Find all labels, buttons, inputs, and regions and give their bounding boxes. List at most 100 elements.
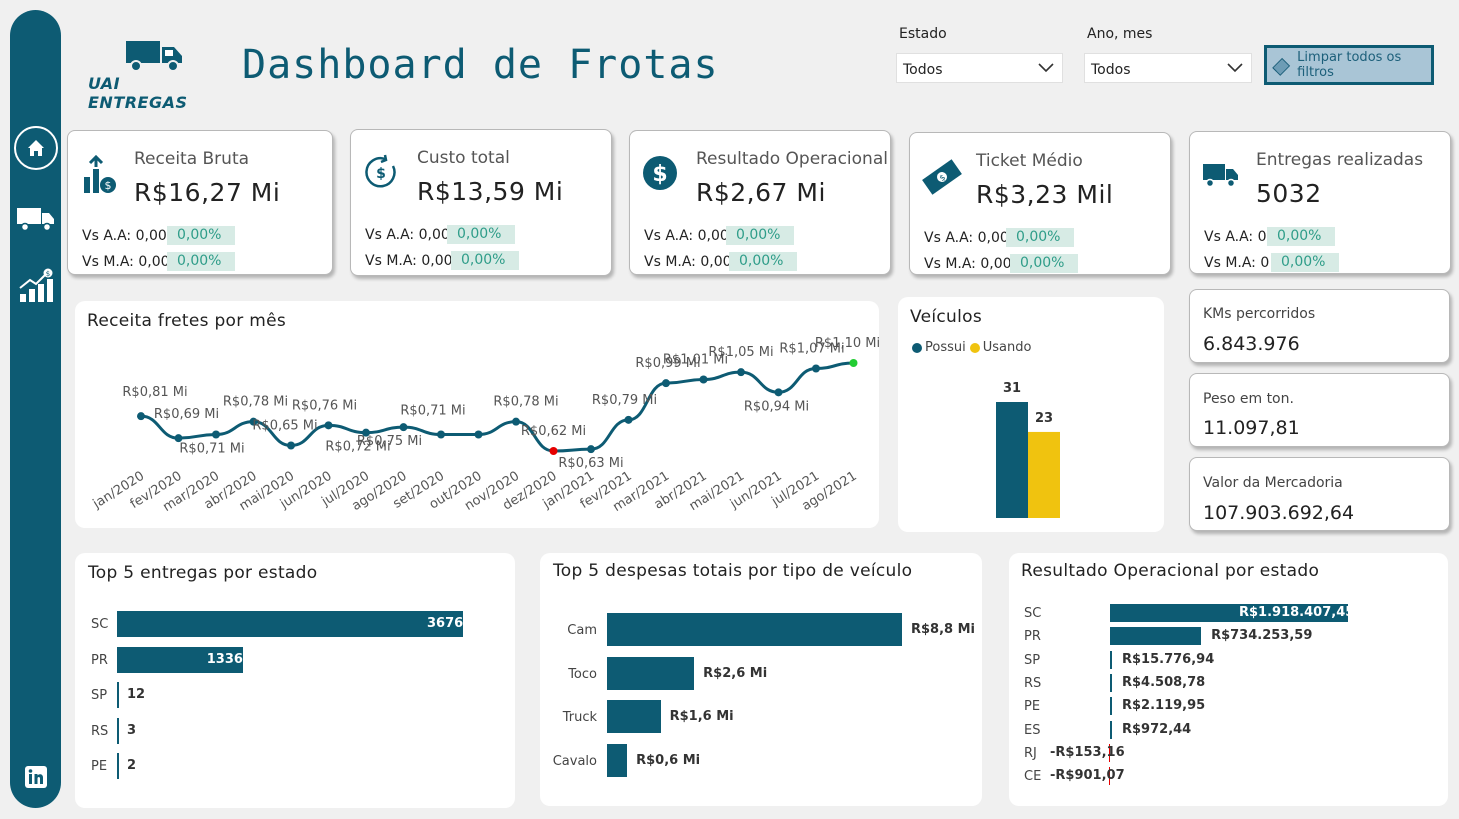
- line-point[interactable]: [287, 442, 295, 450]
- linkedin-icon[interactable]: [25, 766, 47, 792]
- line-point[interactable]: [400, 423, 408, 431]
- filter-estado-label: Estado: [899, 26, 947, 42]
- bar-value-label: R$1,6 Mi: [670, 709, 734, 724]
- data-label: R$1,10 Mi: [815, 336, 879, 351]
- kpi-card-custo: $ Custo total R$13,59 Mi Vs A.A: 0,00 0,…: [350, 129, 612, 276]
- line-point[interactable]: [325, 421, 333, 429]
- line-point[interactable]: [625, 416, 633, 424]
- side-kpi-value: 6.843.976: [1203, 333, 1300, 355]
- clear-filters-button[interactable]: Limpar todos os filtros: [1264, 45, 1434, 85]
- svg-text:$: $: [652, 162, 667, 187]
- line-point[interactable]: [812, 365, 820, 373]
- kpi-ma-label: Vs M.A: 0,00: [924, 256, 1012, 272]
- bar[interactable]: [1110, 627, 1201, 645]
- line-point[interactable]: [700, 376, 708, 384]
- bar-value-label: R$4.508,78: [1122, 675, 1205, 690]
- data-label: R$0,62 Mi: [521, 424, 586, 439]
- kpi-card-ticket: $ Ticket Médio R$3,23 Mil Vs A.A: 0,00 0…: [909, 132, 1171, 275]
- bar[interactable]: [1110, 697, 1112, 715]
- line-point[interactable]: [737, 368, 745, 376]
- page-title: Dashboard de Frotas: [242, 42, 719, 88]
- filter-estado-value: Todos: [903, 62, 942, 78]
- bar-value-label: R$1.918.407,45: [1239, 605, 1354, 620]
- bar-value-label: R$734.253,59: [1211, 628, 1312, 643]
- line-point[interactable]: [437, 431, 445, 439]
- svg-text:$: $: [376, 166, 386, 182]
- kpi-aa-pct: 0,00%: [167, 226, 235, 245]
- truck-icon[interactable]: [16, 206, 56, 236]
- bar[interactable]: [117, 682, 119, 708]
- bar[interactable]: [607, 744, 627, 777]
- kpi-aa-label: Vs A.A: 0,00: [924, 230, 1009, 246]
- top5-despesas-bars: Cam R$8,8 Mi Toco R$2,6 Mi Truck R$1,6 Mi Cava…: [540, 553, 982, 806]
- category-label: SC: [1024, 606, 1041, 621]
- line-point[interactable]: [512, 418, 520, 426]
- category-label: Toco: [540, 667, 597, 682]
- kpi-ma-label: Vs M.A: 0: [1204, 255, 1269, 271]
- kpi-aa-pct: 0,00%: [1267, 227, 1335, 246]
- top5-entregas-card: Top 5 entregas por estado SC 3676 PR 1336 SP…: [75, 553, 515, 808]
- category-label: Cam: [540, 623, 597, 638]
- category-label: PE: [91, 759, 107, 774]
- truck-icon: [1202, 162, 1240, 188]
- data-label: R$0,78 Mi: [223, 395, 288, 410]
- bar[interactable]: [1110, 651, 1112, 669]
- bar-value-label: 12: [127, 687, 145, 702]
- filter-estado-dropdown[interactable]: Todos: [896, 53, 1063, 83]
- filter-anomes-dropdown[interactable]: Todos: [1084, 53, 1252, 83]
- bar[interactable]: [607, 657, 694, 690]
- data-label: R$0,76 Mi: [292, 398, 357, 413]
- bar[interactable]: [607, 613, 902, 646]
- bar-usando[interactable]: [1028, 432, 1060, 518]
- kpi-aa-label: Vs A.A: 0,00: [644, 228, 729, 244]
- vehicles-bar-chart: 31 23: [898, 297, 1164, 532]
- data-label: R$1,05 Mi: [708, 345, 773, 360]
- filter-anomes-value: Todos: [1091, 62, 1130, 78]
- revenue-line-chart: R$0,81 Mijan/2020R$0,69 Mifev/2020R$0,71…: [75, 301, 879, 528]
- side-kpi-value: 11.097,81: [1203, 417, 1300, 439]
- logo-text: UAI ENTREGAS: [88, 74, 224, 112]
- data-label: R$0,94 Mi: [744, 399, 809, 414]
- bar-possui[interactable]: [996, 402, 1028, 518]
- bar[interactable]: [117, 718, 119, 744]
- data-label: R$0,79 Mi: [592, 393, 657, 408]
- kpi-aa-label: Vs A.A: 0,00: [365, 227, 450, 243]
- eraser-icon: [1271, 54, 1293, 76]
- line-point[interactable]: [137, 412, 145, 420]
- bar[interactable]: [117, 611, 463, 637]
- kpi-value: R$13,59 Mi: [417, 177, 563, 206]
- side-kpi-value: 107.903.692,64: [1203, 502, 1354, 524]
- home-icon[interactable]: [14, 126, 58, 170]
- bar[interactable]: [1110, 674, 1112, 692]
- resultado-estado-bars: SC R$1.918.407,45 PR R$734.253,59 SP R$15.776…: [1009, 553, 1448, 806]
- growth-chart-icon[interactable]: $: [18, 268, 54, 308]
- bar-value-label: -R$901,07: [1050, 768, 1125, 783]
- data-label: R$0,71 Mi: [179, 442, 244, 457]
- revenue-growth-icon: $: [80, 155, 118, 195]
- category-label: Cavalo: [540, 754, 597, 769]
- data-label: R$0,81 Mi: [122, 385, 187, 400]
- dollar-icon: $: [642, 155, 678, 191]
- category-label: SP: [1024, 653, 1040, 668]
- kpi-ma-pct: 0,00%: [1010, 254, 1078, 273]
- line-point[interactable]: [662, 379, 670, 387]
- data-label: R$0,63 Mi: [558, 456, 623, 471]
- kpi-value: R$2,67 Mi: [696, 178, 826, 207]
- data-label: R$0,69 Mi: [154, 407, 219, 422]
- category-label: SP: [91, 688, 107, 703]
- kpi-title: Ticket Médio: [976, 151, 1083, 171]
- kpi-card-resultado: $ Resultado Operacional R$2,67 Mi Vs A.A…: [629, 130, 891, 275]
- bar[interactable]: [607, 700, 661, 733]
- side-kpi-peso: Peso em ton. 11.097,81: [1189, 373, 1450, 447]
- line-point[interactable]: [850, 359, 858, 367]
- line-point[interactable]: [475, 431, 483, 439]
- line-point[interactable]: [212, 431, 220, 439]
- bar[interactable]: [1110, 721, 1112, 739]
- line-point[interactable]: [587, 445, 595, 453]
- kpi-title: Custo total: [417, 148, 510, 168]
- line-point[interactable]: [550, 447, 558, 455]
- kpi-aa-pct: 0,00%: [1006, 228, 1074, 247]
- line-point[interactable]: [775, 388, 783, 396]
- bar[interactable]: [117, 753, 119, 779]
- data-label: R$0,78 Mi: [493, 395, 558, 410]
